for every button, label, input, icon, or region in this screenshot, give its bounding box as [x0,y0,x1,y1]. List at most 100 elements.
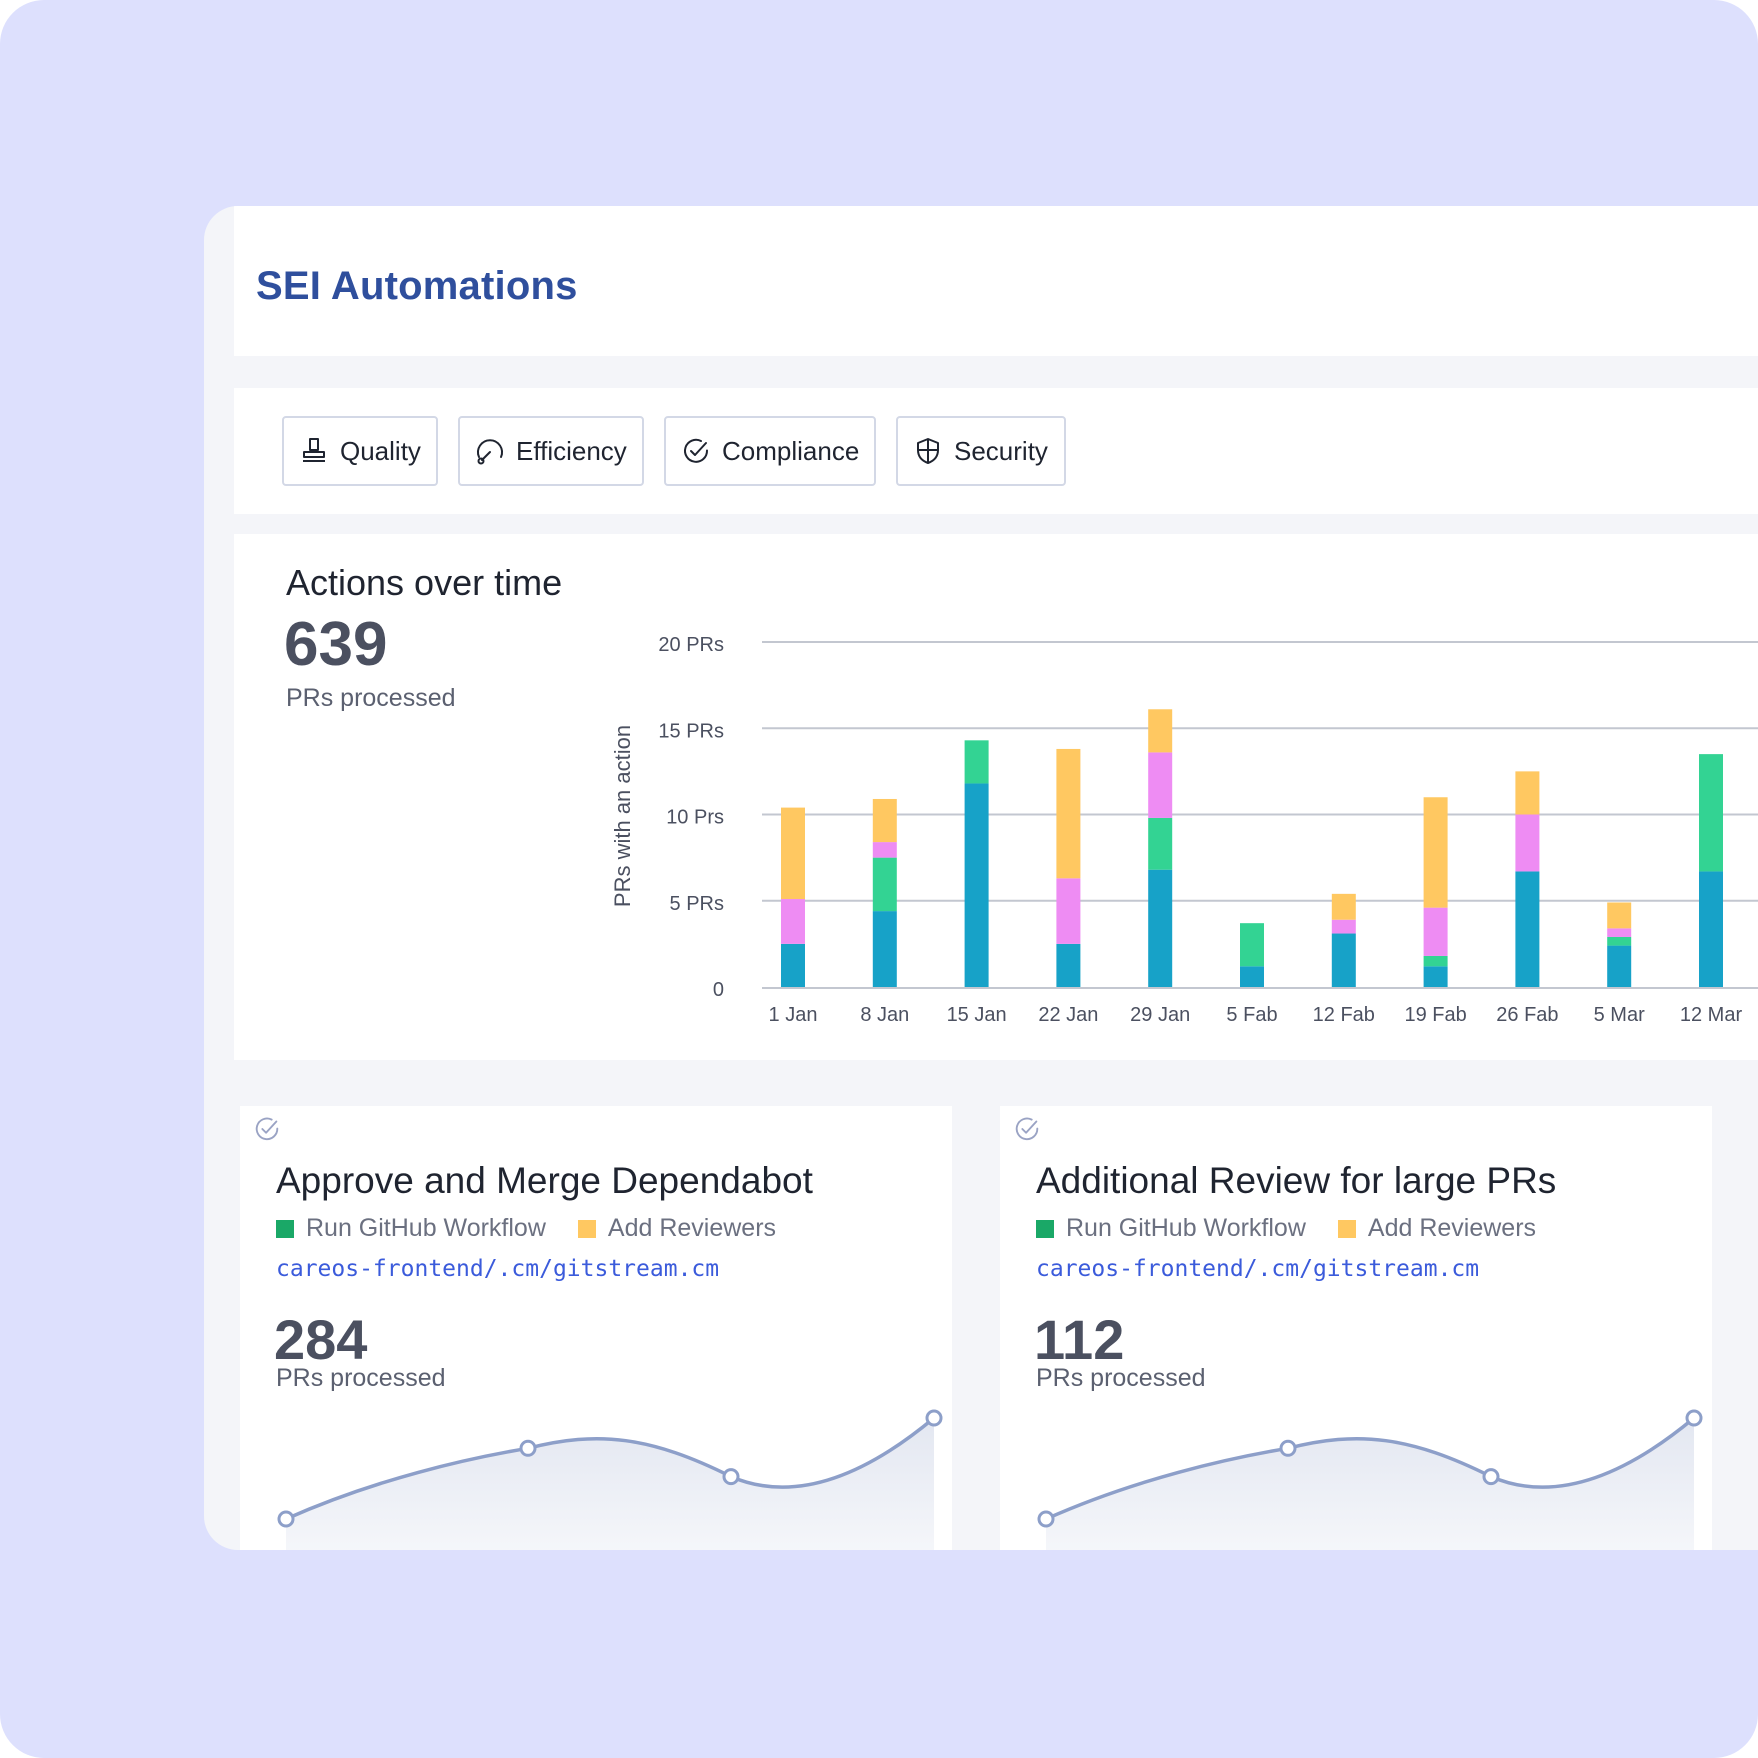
bar-segment [1607,945,1632,987]
x-tick-label: 1 Jan [769,1004,818,1026]
trend-sparkline [277,1409,943,1550]
sparkline-point [1685,1409,1703,1427]
bar-segment [781,807,805,900]
bar-segment [1240,923,1264,967]
check-circle-icon [255,1117,279,1141]
bar-segment [1607,928,1632,937]
bar-segment [1056,943,1081,987]
actions-bar-chart: 0 5 PRs 10 Prs 15 PRs 20 PRs PRs with an acti… [610,634,1758,1026]
total-prs-caption: PRs processed [286,684,456,712]
sparkline-point [1482,1468,1500,1486]
bar-segment [1699,754,1723,872]
bar-segment [1148,752,1173,818]
x-tick-label: 12 Fab [1313,1004,1375,1026]
repo-link[interactable]: careos-frontend/.cm/gitstream.cm [1036,1256,1480,1282]
filter-efficiency-button[interactable]: Efficiency [458,416,644,486]
card-title: Additional Review for large PRs [1036,1160,1557,1201]
legend-label: Run GitHub Workflow [306,1214,546,1242]
x-tick-label: 8 Jan [860,1004,909,1026]
bar-segment [1331,933,1356,987]
legend-label: Run GitHub Workflow [1066,1214,1306,1242]
bar-segment [1331,919,1356,934]
sparkline-line [1045,1416,1696,1521]
bar-segment [1056,878,1081,944]
actions-over-time-panel: Actions over time 639 PRs processed 0 5 P… [234,534,1758,1060]
filter-quality-button[interactable]: Quality [282,416,438,486]
y-tick-label: 15 PRs [658,720,724,742]
bar-segment [872,911,897,987]
bar-segment [1515,771,1540,815]
bar-segment [872,857,897,912]
legend-swatch-yellow [577,1219,596,1238]
card-prs-count: 284 [274,1308,368,1371]
filter-security-button[interactable]: Security [896,416,1066,486]
legend-swatch-green [1036,1219,1054,1238]
bar-segment [872,798,897,843]
bar-segment [1515,871,1540,987]
chart-title: Actions over time [286,562,563,603]
app-window: SEI Automations Quality Efficiency [204,206,1758,1550]
bar-segment [1699,871,1723,987]
bar-segment [1240,966,1264,987]
filter-quality-label: Quality [340,435,421,466]
bar-segment [1607,936,1632,946]
y-axis-label: PRs with an action [610,725,635,907]
filter-compliance-label: Compliance [722,435,860,466]
x-tick-label: 12 Mar [1680,1004,1743,1026]
bar-segment [1331,893,1356,920]
bar-segment [1148,869,1173,987]
card-prs-count: 112 [1034,1308,1125,1371]
x-tick-label: 22 Jan [1038,1004,1098,1026]
bar-segment [1423,955,1448,967]
header: SEI Automations [234,206,1758,356]
card-title: Approve and Merge Dependabot [276,1160,813,1201]
legend-label: Add Reviewers [607,1214,777,1242]
automation-card-large-prs[interactable]: Additional Review for large PRs Run GitH… [1000,1106,1712,1550]
sparkline-point [519,1439,537,1457]
card-prs-caption: PRs processed [276,1364,446,1392]
bar-segment [1423,797,1448,908]
trend-sparkline [1037,1409,1703,1550]
sparkline-point [277,1510,295,1528]
shield-icon [917,438,939,464]
sparkline-area [1046,1418,1694,1550]
x-tick-label: 29 Jan [1130,1004,1190,1026]
card-legend: Run GitHub Workflow Add Reviewers [276,1214,808,1243]
bar-segment [781,899,805,944]
category-filter-bar: Quality Efficiency Compliance [234,388,1758,514]
x-tick-label: 15 Jan [947,1004,1007,1026]
repo-link[interactable]: careos-frontend/.cm/gitstream.cm [276,1256,720,1282]
x-tick-label: 5 Mar [1594,1004,1645,1026]
bar-segment [1056,748,1081,879]
total-prs-count: 639 [284,610,388,679]
sparkline-point [925,1409,943,1427]
filter-efficiency-label: Efficiency [516,435,627,466]
bar-segment [1423,966,1448,987]
legend-item-add-reviewers: Add Reviewers [1337,1214,1536,1243]
bar-segment [781,943,805,987]
legend-item-run-github-workflow: Run GitHub Workflow [1036,1214,1306,1243]
sparkline-area [286,1418,934,1550]
card-prs-caption: PRs processed [1036,1364,1206,1392]
y-tick-label: 0 [713,979,724,1001]
sparkline-line [285,1416,936,1521]
legend-swatch-green [276,1219,294,1238]
bar-segment [964,783,989,987]
bar-segment [872,842,897,858]
sparkline-point [1037,1510,1055,1528]
automation-card-dependabot[interactable]: Approve and Merge Dependabot Run GitHub … [240,1106,952,1550]
legend-item-run-github-workflow: Run GitHub Workflow [276,1214,546,1243]
page-title: SEI Automations [256,264,578,308]
legend-swatch-yellow [1337,1219,1356,1238]
y-tick-label: 5 PRs [670,893,724,915]
bar-segment [1515,814,1540,872]
bar-segment [1607,902,1632,929]
bar-segment [1148,709,1173,753]
check-circle-icon [684,438,709,463]
filter-compliance-button[interactable]: Compliance [664,416,876,486]
sparkline-point [1279,1439,1297,1457]
legend-item-add-reviewers: Add Reviewers [577,1214,777,1243]
filter-security-label: Security [954,435,1048,466]
x-tick-label: 5 Fab [1226,1004,1277,1026]
